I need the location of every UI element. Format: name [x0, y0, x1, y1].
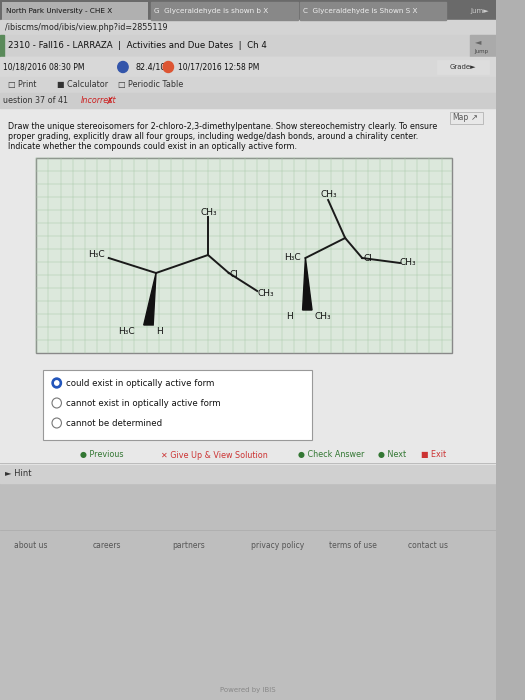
Bar	[470, 35, 497, 57]
Circle shape	[52, 378, 61, 388]
Text: ■ Calculator: ■ Calculator	[57, 80, 108, 90]
Text: Cl: Cl	[230, 270, 239, 279]
Text: careers: careers	[93, 540, 121, 550]
Text: ● Next: ● Next	[378, 451, 406, 459]
Text: ► Hint: ► Hint	[5, 470, 31, 479]
Text: ● Previous: ● Previous	[80, 451, 124, 459]
Text: /ibiscms/mod/ibis/view.php?id=2855119: /ibiscms/mod/ibis/view.php?id=2855119	[5, 23, 167, 32]
Text: C  Glyceraldehyde is Shown S X: C Glyceraldehyde is Shown S X	[302, 8, 417, 14]
Text: 82.4/100: 82.4/100	[135, 62, 171, 71]
Circle shape	[52, 398, 61, 408]
Bar	[0, 465, 497, 483]
Text: 10/18/2016 08:30 PM: 10/18/2016 08:30 PM	[3, 62, 85, 71]
Text: □ Print: □ Print	[7, 80, 36, 90]
Circle shape	[55, 381, 59, 385]
Text: terms of use: terms of use	[329, 540, 377, 550]
Text: H: H	[156, 327, 163, 336]
Polygon shape	[144, 273, 156, 325]
Text: CH₃: CH₃	[400, 258, 417, 267]
Text: H₃C: H₃C	[285, 253, 301, 262]
Text: cannot be determined: cannot be determined	[66, 419, 162, 428]
Text: CH₃: CH₃	[201, 208, 217, 217]
Circle shape	[163, 62, 173, 73]
Text: CH₃: CH₃	[257, 289, 274, 298]
Text: ↗: ↗	[471, 113, 478, 122]
Bar	[0, 77, 497, 93]
Bar	[0, 93, 497, 108]
Bar	[0, 20, 497, 35]
Text: 2310 - Fall16 - LARRAZA  |  Activities and Due Dates  |  Ch 4: 2310 - Fall16 - LARRAZA | Activities and…	[7, 41, 267, 50]
Text: G  Glyceraldehyde is shown b X: G Glyceraldehyde is shown b X	[154, 8, 268, 14]
Bar	[36, 158, 452, 353]
Bar	[0, 57, 497, 77]
Bar	[0, 35, 4, 57]
Text: ■ Exit: ■ Exit	[421, 451, 446, 459]
Text: uestion 37 of 41: uestion 37 of 41	[3, 96, 68, 105]
Text: about us: about us	[14, 540, 48, 550]
Text: could exist in optically active form: could exist in optically active form	[66, 379, 215, 388]
Circle shape	[118, 62, 128, 73]
Text: Cl: Cl	[363, 254, 372, 263]
Text: H₃C: H₃C	[88, 250, 104, 259]
Text: Grade►: Grade►	[449, 64, 476, 70]
Bar	[300, 2, 446, 20]
Text: CH₃: CH₃	[321, 190, 337, 199]
Text: contact us: contact us	[408, 540, 448, 550]
Bar	[2, 2, 149, 20]
Text: ● Check Answer: ● Check Answer	[298, 451, 364, 459]
Text: ✗: ✗	[106, 95, 114, 106]
Text: Draw the unique stereoisomers for 2-chloro-2,3-dimethylpentane. Show stereochemi: Draw the unique stereoisomers for 2-chlo…	[7, 122, 437, 131]
Text: North Park University - CHE X: North Park University - CHE X	[6, 8, 112, 14]
Bar	[450, 112, 483, 124]
Text: cannot exist in optically active form: cannot exist in optically active form	[66, 398, 221, 407]
Bar	[437, 60, 489, 74]
Text: H: H	[287, 312, 293, 321]
Polygon shape	[302, 258, 312, 310]
Bar	[0, 0, 497, 20]
Bar	[151, 2, 298, 20]
Bar	[0, 57, 497, 647]
Text: □ Periodic Table: □ Periodic Table	[118, 80, 183, 90]
Bar	[0, 483, 497, 700]
Bar	[0, 108, 497, 648]
Bar	[43, 370, 312, 440]
Circle shape	[52, 418, 61, 428]
Text: privacy policy: privacy policy	[250, 540, 304, 550]
Text: 10/17/2016 12:58 PM: 10/17/2016 12:58 PM	[178, 62, 259, 71]
Bar	[0, 35, 497, 57]
Text: Powered by IBIS: Powered by IBIS	[220, 687, 276, 693]
Text: ◄: ◄	[475, 38, 481, 46]
Text: Jum►: Jum►	[470, 8, 489, 14]
Text: ✕ Give Up & View Solution: ✕ Give Up & View Solution	[161, 451, 268, 459]
Text: proper grading, explicitly draw all four groups, including wedge/dash bonds, aro: proper grading, explicitly draw all four…	[7, 132, 418, 141]
Text: Indicate whether the compounds could exist in an optically active form.: Indicate whether the compounds could exi…	[7, 142, 297, 151]
Text: Map: Map	[452, 113, 468, 122]
Text: H₃C: H₃C	[118, 327, 135, 336]
Text: Incorrect: Incorrect	[80, 96, 116, 105]
Text: partners: partners	[172, 540, 205, 550]
Text: CH₃: CH₃	[315, 312, 331, 321]
Text: Jump: Jump	[475, 48, 489, 53]
